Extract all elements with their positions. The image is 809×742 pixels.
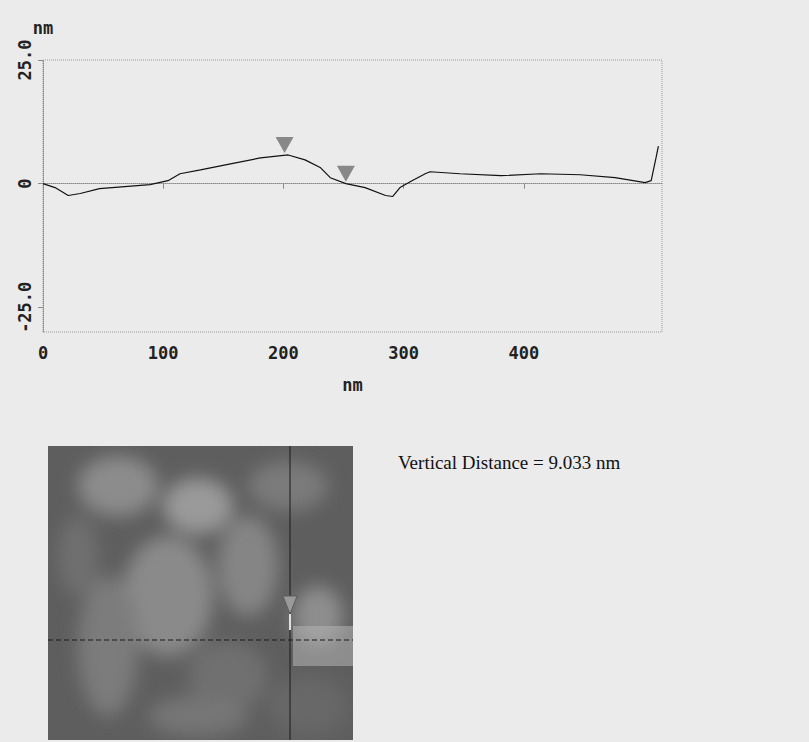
svg-text:400: 400	[508, 343, 539, 363]
svg-text:25.0: 25.0	[15, 40, 35, 81]
svg-text:nm: nm	[342, 375, 362, 395]
svg-text:300: 300	[388, 343, 419, 363]
svg-text:-25.0: -25.0	[15, 282, 35, 333]
svg-text:0: 0	[15, 179, 35, 189]
svg-text:nm: nm	[33, 18, 53, 38]
html-text:Vertical Distance = 9.033 nm: Vertical Distance = 9.033 nm	[398, 452, 621, 473]
svg-text:100: 100	[148, 343, 179, 363]
svg-text:0: 0	[38, 343, 48, 363]
svg-text:200: 200	[268, 343, 299, 363]
